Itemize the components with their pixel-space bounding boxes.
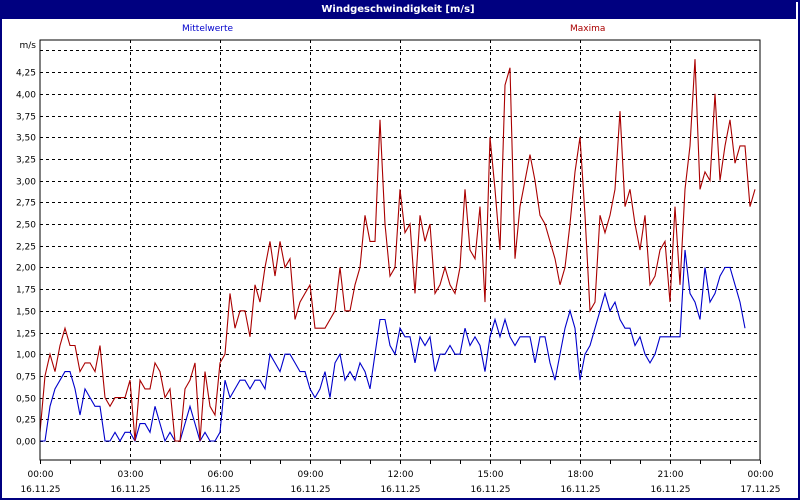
- y-tick-label: 0,25: [16, 416, 36, 426]
- x-tick-date: 17.11.25: [740, 485, 780, 495]
- y-tick-label: 0,00: [16, 438, 36, 448]
- y-tick-label: 3,00: [16, 178, 36, 188]
- x-tick-time: 00:00: [748, 470, 774, 480]
- legend-mittelwerte: Mittelwerte: [182, 24, 234, 34]
- series: [39, 59, 756, 443]
- x-tick-time: 06:00: [208, 470, 234, 480]
- x-tick-date: 16.11.25: [380, 485, 420, 495]
- x-tick-time: 21:00: [658, 470, 684, 480]
- y-tick-label: 0,50: [16, 395, 36, 405]
- x-tick-date: 16.11.25: [650, 485, 690, 495]
- y-tick-label: 1,00: [16, 351, 36, 361]
- x-tick-time: 09:00: [298, 470, 324, 480]
- x-tick-date: 16.11.25: [110, 485, 150, 495]
- series-maxima: [39, 59, 756, 442]
- y-tick-label: 2,50: [16, 221, 36, 231]
- y-tick-label: 1,50: [16, 308, 36, 318]
- x-tick-date: 16.11.25: [20, 485, 60, 495]
- y-tick-label: 2,25: [16, 243, 36, 253]
- x-tick-time: 12:00: [388, 470, 414, 480]
- grid: [40, 40, 761, 464]
- y-tick-label: 2,00: [16, 264, 36, 274]
- x-tick-time: 15:00: [478, 470, 504, 480]
- y-tick-label: 1,75: [16, 286, 36, 296]
- x-tick-date: 16.11.25: [470, 485, 510, 495]
- x-tick-date: 16.11.25: [290, 485, 330, 495]
- y-tick-label: 3,50: [16, 134, 36, 144]
- x-tick-time: 18:00: [568, 470, 594, 480]
- chart-title: Windgeschwindigkeit [m/s]: [0, 0, 796, 19]
- axis-labels: 0,00 0,25 0,50 0,75 1,00 1,25 1,50 1,75 2,00 2,25…: [16, 41, 781, 495]
- y-tick-label: 3,25: [16, 156, 36, 166]
- y-tick-label: 2,75: [16, 199, 36, 209]
- y-tick-label: 0,75: [16, 373, 36, 383]
- x-tick-date: 16.11.25: [560, 485, 600, 495]
- x-tick-time: 00:00: [28, 470, 54, 480]
- y-tick-label: 4,25: [16, 69, 36, 79]
- series-mittelwerte: [40, 249, 746, 443]
- y-tick-label: 1,25: [16, 330, 36, 340]
- y-tick-label: 4,00: [16, 91, 36, 101]
- plot-area: [39, 39, 761, 461]
- y-tick-label: 3,75: [16, 113, 36, 123]
- y-axis-unit: m/s: [20, 41, 37, 51]
- legend-maxima: Maxima: [570, 24, 606, 34]
- x-tick-time: 03:00: [118, 470, 144, 480]
- x-tick-date: 16.11.25: [200, 485, 240, 495]
